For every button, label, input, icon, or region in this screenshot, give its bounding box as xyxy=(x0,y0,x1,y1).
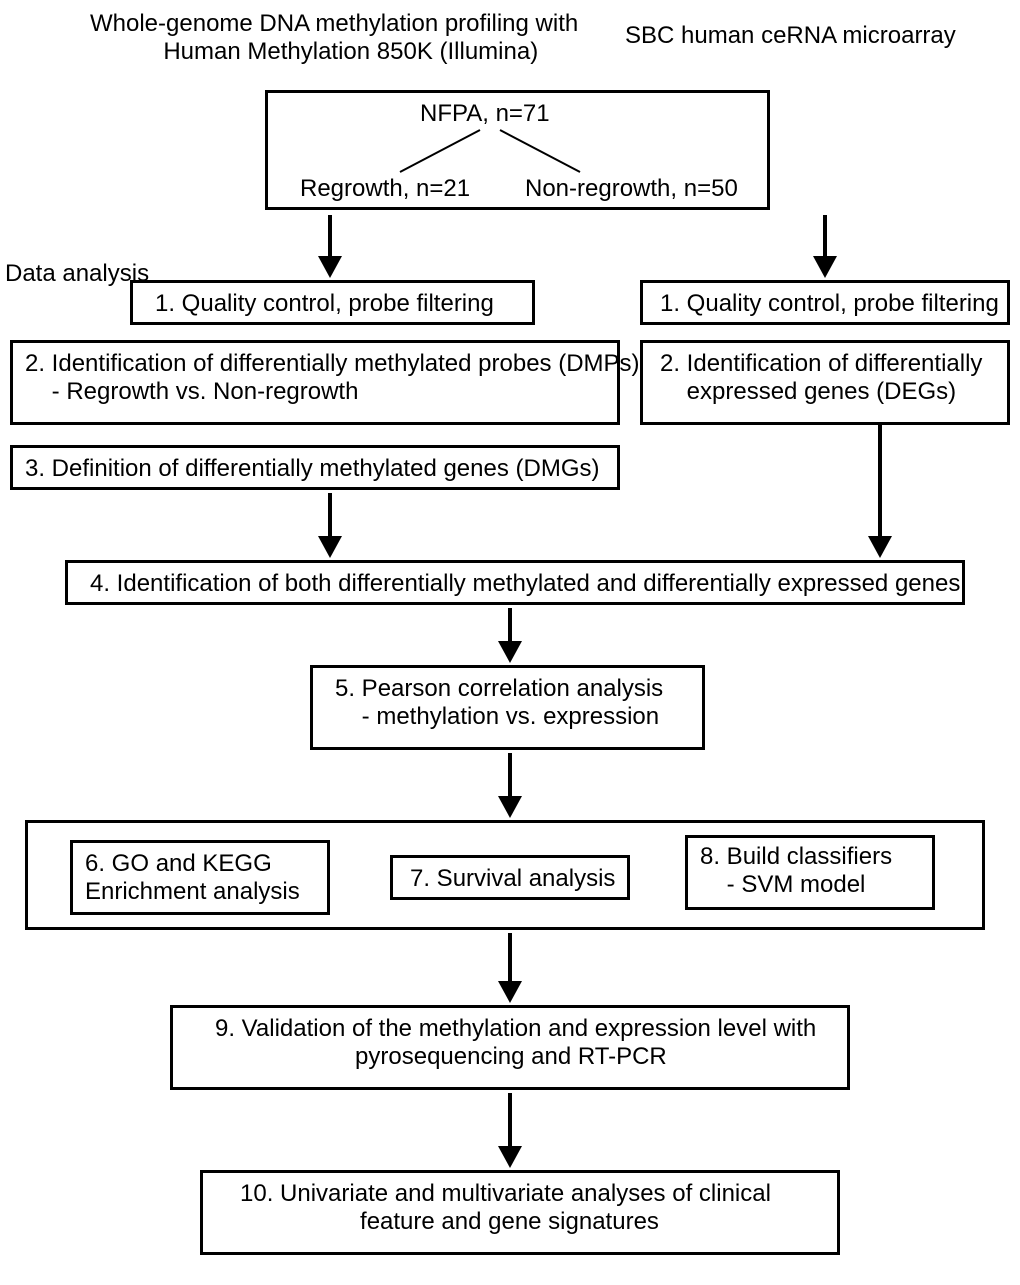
s10-text: 10. Univariate and multivariate analyses… xyxy=(240,1180,771,1235)
header-right: SBC human ceRNA microarray xyxy=(625,22,956,50)
nfpa-regrowth: Regrowth, n=21 xyxy=(300,175,470,203)
s5-text: 5. Pearson correlation analysis - methyl… xyxy=(335,675,663,730)
l2-text: 2. Identification of differentially meth… xyxy=(25,350,640,405)
l1-text: 1. Quality control, probe filtering xyxy=(155,290,494,318)
s4-text: 4. Identification of both differentially… xyxy=(90,570,960,598)
flowchart-canvas: Whole-genome DNA methylation profiling w… xyxy=(0,0,1020,1285)
nfpa-nonreg: Non-regrowth, n=50 xyxy=(525,175,738,203)
s6-text: 6. GO and KEGG Enrichment analysis xyxy=(85,850,300,905)
s8-text: 8. Build classifiers - SVM model xyxy=(700,843,892,898)
s7-text: 7. Survival analysis xyxy=(410,865,615,893)
data-analysis-label: Data analysis xyxy=(5,260,149,288)
nfpa-title: NFPA, n=71 xyxy=(420,100,550,128)
header-left: Whole-genome DNA methylation profiling w… xyxy=(90,10,578,65)
r1-text: 1. Quality control, probe filtering xyxy=(660,290,999,318)
r2-text: 2. Identification of differentially expr… xyxy=(660,350,982,405)
s9-text: 9. Validation of the methylation and exp… xyxy=(215,1015,816,1070)
l3-text: 3. Definition of differentially methylat… xyxy=(25,455,600,483)
